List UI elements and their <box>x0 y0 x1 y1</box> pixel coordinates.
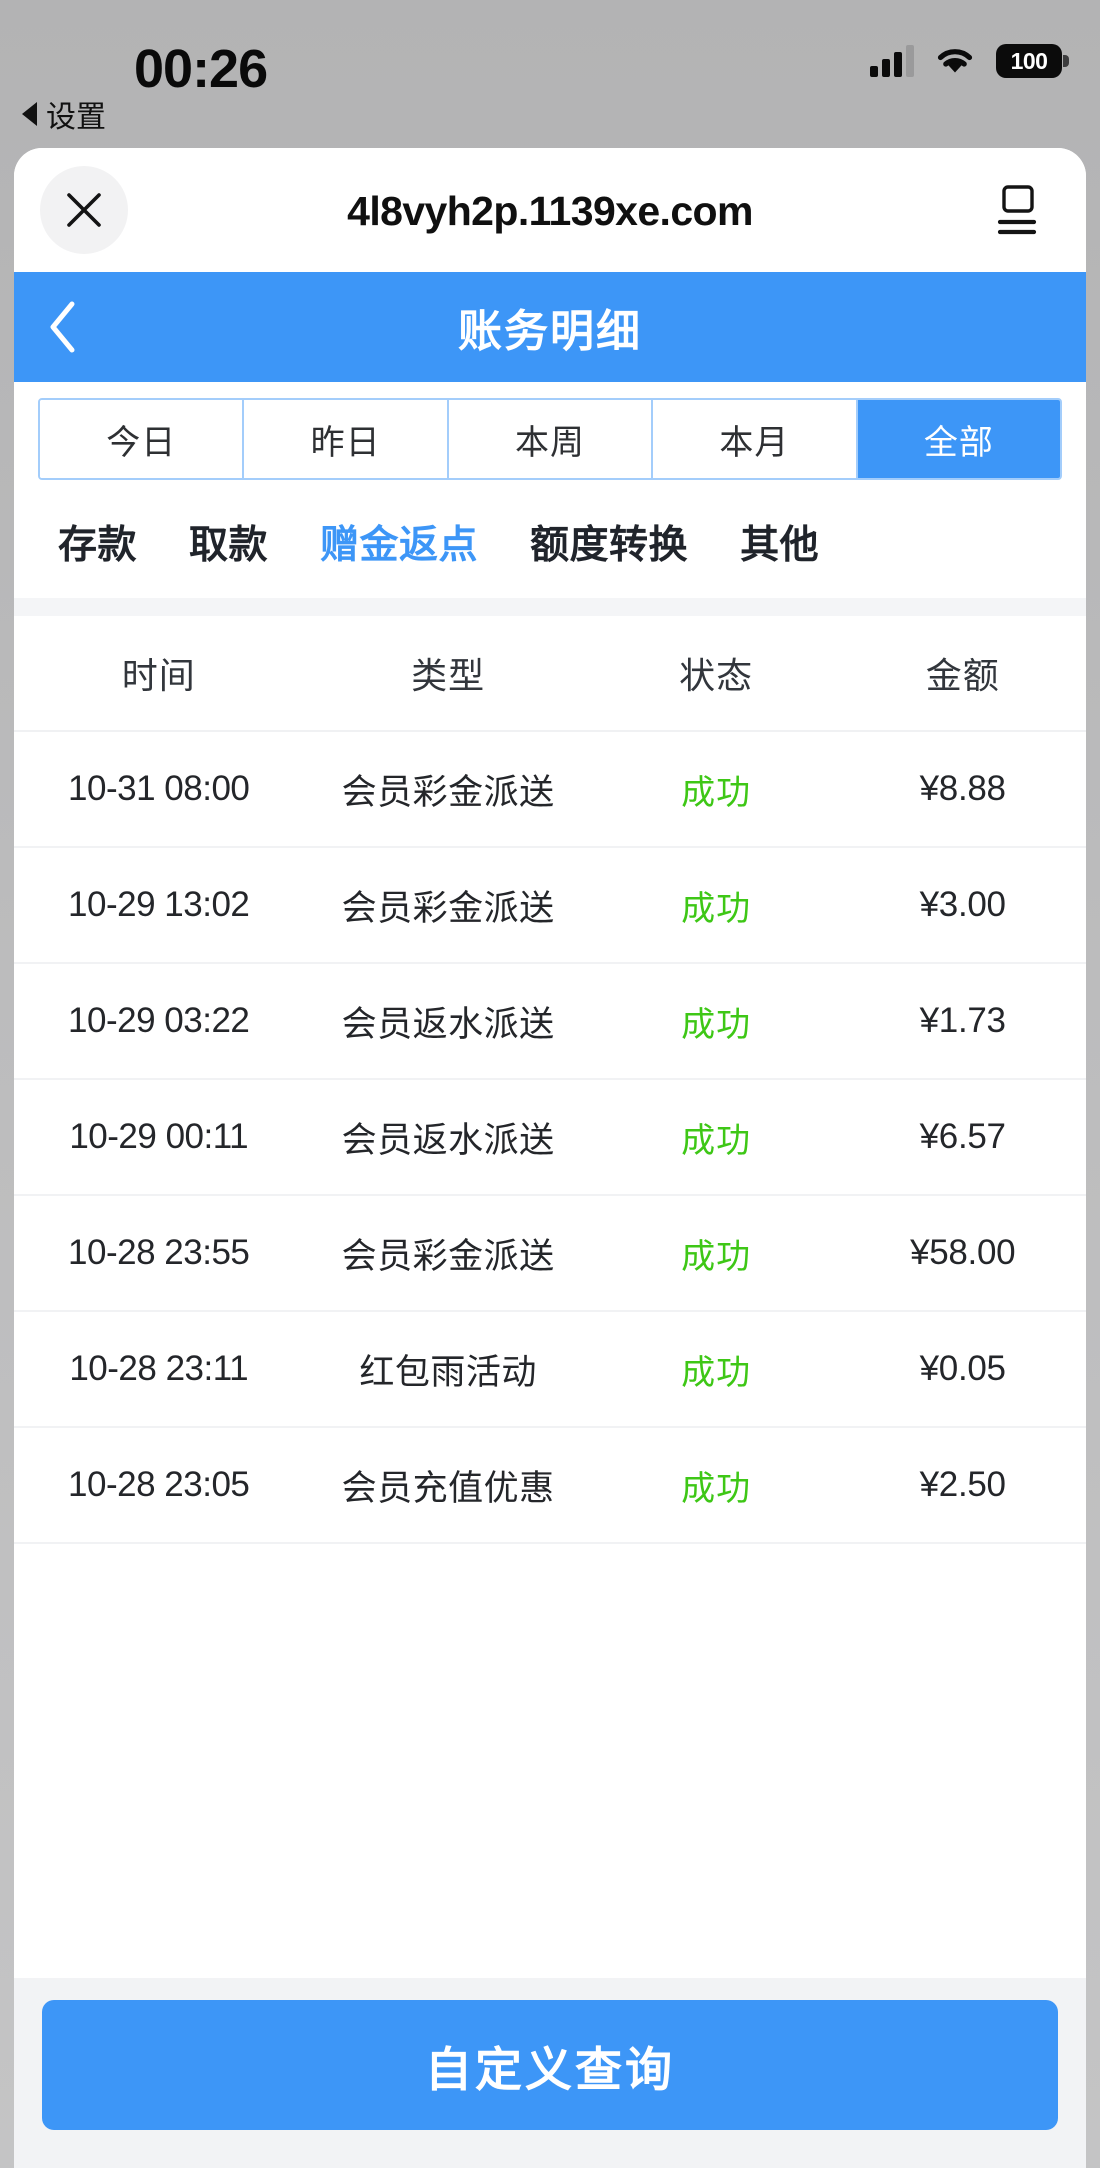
column-header-amount: 金额 <box>925 655 1000 696</box>
return-app-label: 设置 <box>46 101 106 134</box>
cell-time: 10-28 23:11 <box>69 1349 249 1388</box>
chevron-left-icon <box>50 301 75 353</box>
cell-type: 会员彩金派送 <box>341 888 555 928</box>
column-header-time: 时间 <box>121 655 196 696</box>
cell-type: 会员返水派送 <box>341 1004 555 1044</box>
wifi-icon <box>934 45 976 77</box>
cell-amount: ¥2.50 <box>919 1465 1006 1504</box>
close-icon <box>67 193 101 227</box>
table-row[interactable]: 10-28 23:05 会员充值优惠 成功 ¥2.50 <box>14 1428 1086 1544</box>
cell-type: 会员返水派送 <box>341 1120 555 1160</box>
tab-bonus-rebate[interactable]: 赠金返点 <box>320 524 479 567</box>
status-bar-clock: 00:26 <box>134 39 268 99</box>
status-bar-indicators: 100 <box>870 44 1069 78</box>
period-option-today[interactable]: 今日 <box>40 400 245 478</box>
column-header-type: 类型 <box>411 655 486 696</box>
reader-menu-icon <box>997 185 1037 235</box>
type-tab-bar: 存款 取款 赠金返点 额度转换 其他 <box>14 498 1086 598</box>
cell-status: 成功 <box>681 1353 752 1392</box>
cell-status: 成功 <box>681 1121 752 1160</box>
in-app-browser-sheet: 4l8vyh2p.1139xe.com 账务明细 今日 昨日 <box>14 148 1086 2168</box>
column-header-status: 状态 <box>679 655 754 696</box>
cell-status: 成功 <box>681 773 752 812</box>
cell-type: 红包雨活动 <box>359 1352 537 1392</box>
period-option-this-month[interactable]: 本月 <box>653 400 858 478</box>
period-option-all[interactable]: 全部 <box>857 400 1060 478</box>
tab-deposit[interactable]: 存款 <box>58 524 138 567</box>
custom-query-button[interactable]: 自定义查询 <box>42 2000 1058 2130</box>
cell-status: 成功 <box>681 1237 752 1276</box>
battery-percent-label: 100 <box>1010 47 1048 74</box>
transactions-table: 时间 类型 状态 金额 10-31 08:00 会员彩金派送 成功 ¥8.88 … <box>14 616 1086 1544</box>
cell-status: 成功 <box>681 1005 752 1044</box>
cell-type: 会员充值优惠 <box>341 1468 555 1508</box>
signal-bars-icon <box>870 45 914 77</box>
tab-withdraw[interactable]: 取款 <box>189 524 269 567</box>
return-to-settings-button[interactable]: 设置 <box>22 92 106 136</box>
browser-toolbar: 4l8vyh2p.1139xe.com <box>14 148 1086 272</box>
cell-amount: ¥0.05 <box>919 1349 1006 1388</box>
period-option-this-week[interactable]: 本周 <box>448 400 654 478</box>
cell-time: 10-29 13:02 <box>68 885 250 924</box>
page-title: 账务明细 <box>458 307 642 356</box>
cell-time: 10-28 23:05 <box>68 1465 250 1504</box>
cell-type: 会员彩金派送 <box>341 772 555 812</box>
table-row[interactable]: 10-29 00:11 会员返水派送 成功 ¥6.57 <box>14 1080 1086 1196</box>
cell-type: 会员彩金派送 <box>341 1236 555 1276</box>
close-browser-button[interactable] <box>40 166 128 254</box>
cell-time: 10-29 00:11 <box>69 1117 249 1156</box>
period-filter-segment: 今日 昨日 本周 本月 全部 <box>38 398 1062 480</box>
table-row[interactable]: 10-28 23:11 红包雨活动 成功 ¥0.05 <box>14 1312 1086 1428</box>
reader-menu-button[interactable] <box>990 184 1044 238</box>
cell-time: 10-31 08:00 <box>68 769 250 808</box>
cell-time: 10-29 03:22 <box>68 1001 250 1040</box>
ios-status-bar: 00:26 设置 100 <box>0 0 1100 150</box>
cell-amount: ¥6.57 <box>919 1117 1006 1156</box>
period-option-yesterday[interactable]: 昨日 <box>244 400 449 478</box>
table-row[interactable]: 10-28 23:55 会员彩金派送 成功 ¥58.00 <box>14 1196 1086 1312</box>
cell-amount: ¥58.00 <box>910 1233 1016 1272</box>
table-row[interactable]: 10-29 13:02 会员彩金派送 成功 ¥3.00 <box>14 848 1086 964</box>
app-header: 账务明细 <box>14 272 1086 382</box>
tab-credit-transfer[interactable]: 额度转换 <box>530 524 689 567</box>
cell-status: 成功 <box>681 889 752 928</box>
bottom-action-bar: 自定义查询 <box>14 1978 1086 2168</box>
cell-amount: ¥1.73 <box>919 1001 1006 1040</box>
tab-other[interactable]: 其他 <box>740 524 820 567</box>
table-body[interactable]: 10-31 08:00 会员彩金派送 成功 ¥8.88 10-29 13:02 … <box>14 732 1086 1544</box>
cell-amount: ¥3.00 <box>919 885 1006 924</box>
app-back-button[interactable] <box>46 272 106 382</box>
table-row[interactable]: 10-29 03:22 会员返水派送 成功 ¥1.73 <box>14 964 1086 1080</box>
table-header-row: 时间 类型 状态 金额 <box>14 616 1086 732</box>
cell-amount: ¥8.88 <box>919 769 1006 808</box>
table-row[interactable]: 10-31 08:00 会员彩金派送 成功 ¥8.88 <box>14 732 1086 848</box>
cell-time: 10-28 23:55 <box>68 1233 250 1272</box>
back-triangle-icon <box>22 102 37 126</box>
battery-icon: 100 <box>996 44 1069 78</box>
address-bar-url[interactable]: 4l8vyh2p.1139xe.com <box>347 187 753 234</box>
period-filter-wrapper: 今日 昨日 本周 本月 全部 <box>14 382 1086 498</box>
section-divider <box>14 598 1086 616</box>
cell-status: 成功 <box>681 1469 752 1508</box>
